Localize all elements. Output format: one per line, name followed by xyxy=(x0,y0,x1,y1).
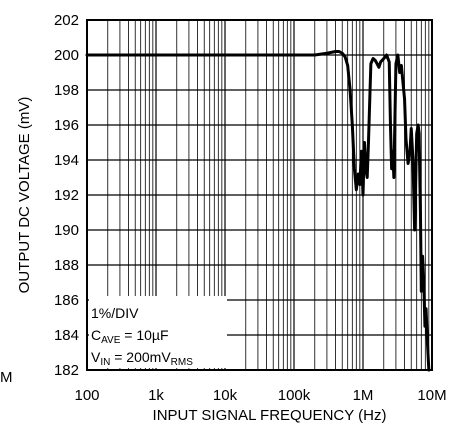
annotation-cap-subscript: AVE xyxy=(101,335,121,346)
annotation-box: 1%/DIV CAVE = 10µF VIN = 200mVRMS xyxy=(89,296,227,368)
y-tick-label: 200 xyxy=(54,47,79,64)
plot-frame xyxy=(86,19,433,371)
annotation-cap-symbol: C xyxy=(91,327,101,343)
x-tick-label: 10M xyxy=(417,387,446,404)
x-tick-label: 1M xyxy=(353,387,374,404)
y-tick-labels: 182 184 186 188 190 192 194 196 198 200 202 xyxy=(54,12,79,379)
annotation-line-2: CAVE = 10µF xyxy=(91,327,169,346)
annotation-vin-value: = 200mV xyxy=(110,349,171,365)
y-tick-label: 198 xyxy=(54,82,79,99)
annotation-vin-rms-subscript: RMS xyxy=(171,357,194,368)
x-tick-labels: 100 1k 10k 100k 1M 10M xyxy=(74,387,446,404)
y-tick-label: 196 xyxy=(54,117,79,134)
x-tick-label: 100k xyxy=(278,387,311,404)
y-tick-label: 182 xyxy=(54,362,79,379)
y-tick-label: 190 xyxy=(54,222,79,239)
x-axis-title: INPUT SIGNAL FREQUENCY (Hz) xyxy=(153,407,387,424)
y-tick-label: 184 xyxy=(54,327,79,344)
annotation-cap-value: = 10µF xyxy=(120,327,168,343)
y-tick-label: 194 xyxy=(54,152,79,169)
x-tick-label: 100 xyxy=(74,387,99,404)
y-tick-label: 186 xyxy=(54,292,79,309)
annotation-vin-subscript: IN xyxy=(100,357,110,368)
y-axis-title: OUTPUT DC VOLTAGE (mV) xyxy=(16,97,33,294)
x-tick-label: 10k xyxy=(213,387,238,404)
left-edge-fragment: M xyxy=(0,369,13,386)
annotation-line-1: 1%/DIV xyxy=(91,305,139,321)
y-tick-label: 202 xyxy=(54,12,79,29)
x-tick-label: 1k xyxy=(148,387,164,404)
annotation-background xyxy=(89,296,227,368)
annotation-vin-symbol: V xyxy=(91,349,101,365)
y-tick-label: 192 xyxy=(54,187,79,204)
annotation-line-3: VIN = 200mVRMS xyxy=(91,349,193,368)
y-tick-label: 188 xyxy=(54,257,79,274)
series-line xyxy=(85,50,431,372)
